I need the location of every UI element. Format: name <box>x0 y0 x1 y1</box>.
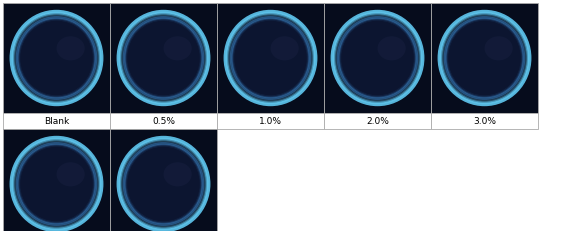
Text: 1.0%: 1.0% <box>259 116 282 125</box>
Ellipse shape <box>11 137 102 231</box>
Bar <box>3 129 110 231</box>
Text: 2.0%: 2.0% <box>366 116 389 125</box>
Ellipse shape <box>339 18 416 98</box>
Bar <box>3 113 110 129</box>
Bar <box>110 3 217 113</box>
Bar <box>431 3 538 113</box>
Bar <box>324 3 431 113</box>
Text: 0.5%: 0.5% <box>152 116 175 125</box>
Ellipse shape <box>57 36 85 61</box>
Bar <box>110 113 217 129</box>
Ellipse shape <box>164 36 192 61</box>
Ellipse shape <box>11 12 102 104</box>
Text: Blank: Blank <box>44 116 69 125</box>
Ellipse shape <box>378 36 406 61</box>
Ellipse shape <box>271 36 299 61</box>
Ellipse shape <box>125 18 202 98</box>
Ellipse shape <box>232 18 309 98</box>
Bar <box>431 113 538 129</box>
Ellipse shape <box>439 12 530 104</box>
Bar <box>110 129 217 231</box>
Ellipse shape <box>125 144 202 224</box>
Bar <box>324 113 431 129</box>
Bar <box>217 113 324 129</box>
Ellipse shape <box>332 12 423 104</box>
Ellipse shape <box>18 144 95 224</box>
Ellipse shape <box>446 18 523 98</box>
Ellipse shape <box>57 162 85 186</box>
Text: 3.0%: 3.0% <box>473 116 496 125</box>
Ellipse shape <box>225 12 316 104</box>
Ellipse shape <box>18 18 95 98</box>
Ellipse shape <box>118 12 209 104</box>
Ellipse shape <box>118 137 209 231</box>
Bar <box>3 3 110 113</box>
Ellipse shape <box>484 36 513 61</box>
Ellipse shape <box>164 162 192 186</box>
Bar <box>217 3 324 113</box>
